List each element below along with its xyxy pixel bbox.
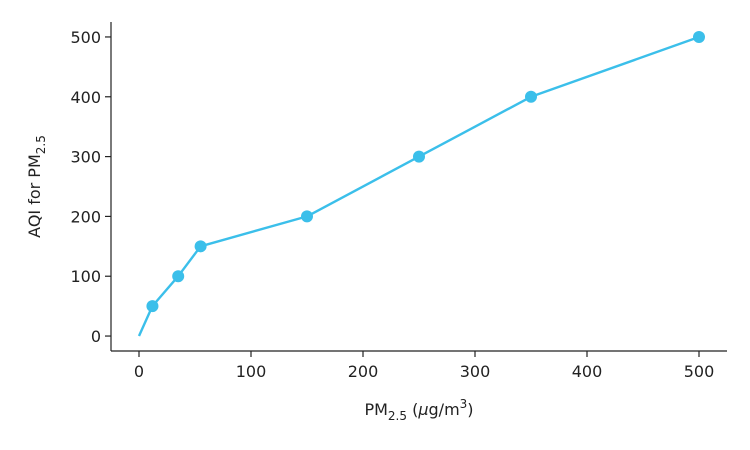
y-tick-label: 0 [91, 327, 101, 346]
series-layer [137, 30, 705, 337]
data-point [172, 270, 185, 283]
y-tick-label: 300 [70, 148, 101, 167]
y-tick-label: 100 [70, 267, 101, 286]
data-point [693, 30, 705, 43]
x-axis-title: PM2.5 (μg/m3) [364, 397, 473, 423]
y-tick-label: 200 [70, 207, 101, 226]
x-tick-label: 200 [348, 362, 379, 381]
x-tick-label: 0 [134, 362, 144, 381]
axes: 0 100 200 300 400 500 0 100 200 300 400 500 [70, 22, 727, 381]
x-tick-label: 100 [236, 362, 267, 381]
y-axis-title: AQI for PM2.5 [25, 135, 48, 238]
x-tick-label: 500 [684, 362, 715, 381]
data-point [301, 210, 313, 223]
data-point [146, 300, 159, 313]
x-tick-label: 400 [572, 362, 603, 381]
x-tick-label: 300 [460, 362, 491, 381]
data-point [194, 240, 207, 253]
y-tick-label: 400 [70, 88, 101, 107]
data-point [525, 90, 537, 103]
series-line [137, 35, 700, 337]
data-point [413, 150, 425, 163]
y-tick-label: 500 [70, 28, 101, 47]
